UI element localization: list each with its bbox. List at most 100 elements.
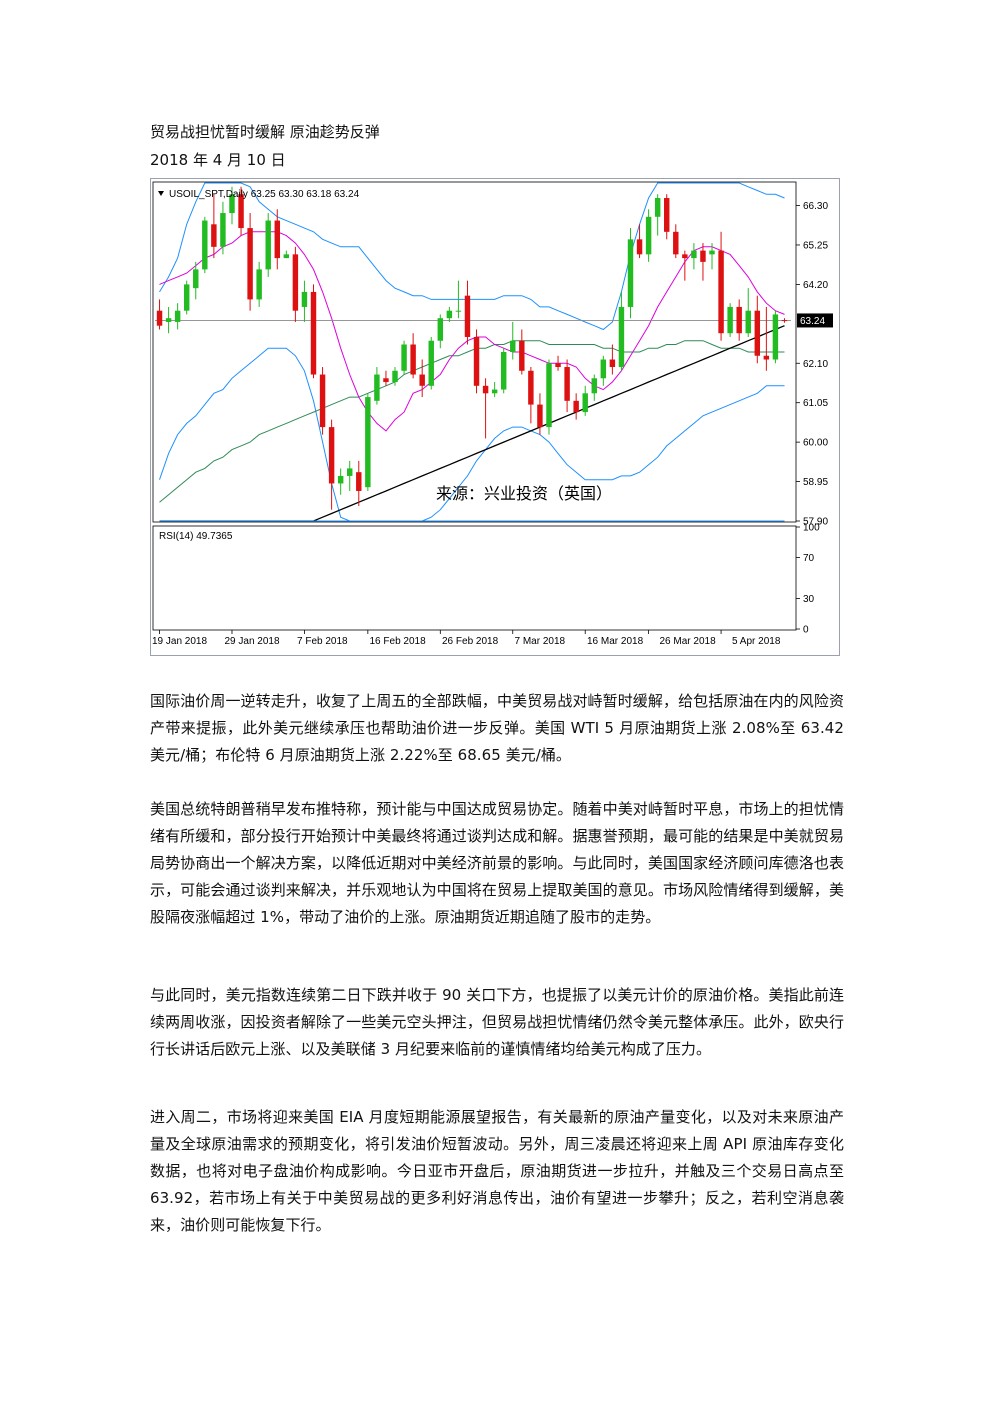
candle-body bbox=[727, 306, 733, 334]
date-tick-label: 19 Jan 2018 bbox=[152, 636, 207, 647]
date-tick-label: 29 Jan 2018 bbox=[225, 636, 280, 647]
candle-body bbox=[691, 250, 697, 259]
candle-body bbox=[682, 254, 688, 259]
price-tick-label: 58.95 bbox=[803, 477, 828, 488]
candle-body bbox=[745, 310, 751, 334]
candle-body bbox=[645, 216, 652, 255]
candle-body bbox=[700, 250, 706, 262]
candle-body bbox=[510, 340, 516, 352]
candle-body bbox=[537, 404, 543, 428]
date-tick-label: 26 Mar 2018 bbox=[660, 636, 717, 647]
date-tick-label: 16 Feb 2018 bbox=[370, 636, 427, 647]
chart-svg: 66.30 65.25 64.20 62.10 61.05 60.00 58.95 57.90… bbox=[152, 181, 833, 647]
price-tick-label: 64.20 bbox=[803, 280, 828, 291]
price-chart: 66.30 65.25 64.20 62.10 61.05 60.00 58.95 57.90… bbox=[150, 178, 840, 656]
date-tick-label: 5 Apr 2018 bbox=[732, 636, 781, 647]
candle-body bbox=[183, 284, 190, 311]
date-tick-label: 7 Feb 2018 bbox=[297, 636, 348, 647]
candle-body bbox=[609, 359, 616, 368]
price-tick-label: 65.25 bbox=[803, 240, 828, 251]
current-price-badge bbox=[797, 313, 833, 328]
paragraph-3: 与此同时，美元指数连续第二日下跌并收于 90 关口下方，也提振了以美元计价的原油… bbox=[150, 986, 844, 1058]
candle-body bbox=[709, 250, 715, 255]
candle-body bbox=[455, 310, 462, 312]
candle-body bbox=[654, 198, 661, 217]
candle-body bbox=[546, 363, 552, 428]
candle-body bbox=[347, 468, 353, 476]
candle-body bbox=[383, 378, 389, 383]
candle-body bbox=[754, 310, 761, 356]
candle-body bbox=[356, 472, 362, 491]
rsi-tick-label: 30 bbox=[803, 594, 815, 605]
candle-body bbox=[428, 340, 434, 386]
candle-body bbox=[500, 352, 507, 390]
candle-body bbox=[238, 194, 244, 229]
candle-body bbox=[365, 397, 371, 488]
ma-short-line bbox=[159, 231, 785, 432]
candle-body bbox=[772, 314, 779, 360]
candle-body bbox=[718, 250, 724, 334]
candle-body bbox=[664, 198, 670, 232]
price-tick-label: 66.30 bbox=[803, 201, 828, 212]
candle-body bbox=[636, 239, 643, 255]
candle-body bbox=[781, 320, 788, 322]
price-tick-label: 61.05 bbox=[803, 398, 828, 409]
candle-body bbox=[202, 220, 208, 270]
candle-body bbox=[519, 340, 525, 371]
candle-body bbox=[591, 378, 597, 394]
candle-body bbox=[464, 295, 471, 337]
candle-body bbox=[374, 374, 380, 401]
candle-body bbox=[673, 231, 679, 255]
candle-body bbox=[564, 367, 570, 401]
ma-mid-line bbox=[159, 340, 785, 503]
paragraph-1: 国际油价周一逆转走升，收复了上周五的全部跌幅，中美贸易战对峙暂时缓解，给包括原油… bbox=[150, 692, 844, 764]
candle-body bbox=[274, 220, 280, 259]
candle-body bbox=[256, 269, 262, 300]
candle-body bbox=[446, 310, 453, 319]
rsi-tick-label: 0 bbox=[803, 625, 809, 636]
candle-body bbox=[627, 239, 634, 307]
candle-body bbox=[283, 254, 290, 259]
price-tick-label: 62.10 bbox=[803, 359, 828, 370]
current-price-label: 63.24 bbox=[800, 316, 825, 327]
rsi-tick-label: 100 bbox=[803, 523, 820, 534]
candle-body bbox=[582, 393, 588, 413]
candle-body bbox=[165, 318, 172, 322]
article-title: 贸易战担忧暂时缓解 原油趁势反弹 bbox=[150, 123, 380, 141]
candle-body bbox=[600, 359, 607, 379]
candle-body bbox=[473, 336, 480, 386]
candle-body bbox=[528, 370, 534, 405]
date-tick-label: 16 Mar 2018 bbox=[587, 636, 644, 647]
rsi-panel bbox=[152, 525, 797, 631]
rsi-header: RSI(14) 49.7365 bbox=[159, 531, 233, 542]
date-tick-label: 26 Feb 2018 bbox=[442, 636, 499, 647]
paragraph-2: 美国总统特朗普稍早发布推特称，预计能与中国达成贸易协定。随着中美对峙暂时平息，市… bbox=[150, 800, 844, 926]
candle-body bbox=[193, 269, 199, 289]
chevron-down-icon[interactable] bbox=[158, 191, 164, 196]
date-tick-label: 7 Mar 2018 bbox=[515, 636, 566, 647]
bollinger-lower-line bbox=[159, 347, 785, 522]
candle-body bbox=[319, 374, 326, 428]
paragraph-4: 进入周二，市场将迎来美国 EIA 月度短期能源展望报告，有关最新的原油产量变化，… bbox=[150, 1108, 844, 1234]
candle-body bbox=[555, 363, 561, 368]
bollinger-upper-line bbox=[159, 182, 785, 331]
candle-body bbox=[337, 475, 344, 484]
candle-body bbox=[419, 374, 425, 386]
candle-body bbox=[247, 228, 253, 300]
candle-body bbox=[156, 310, 163, 326]
candle-body bbox=[401, 344, 407, 371]
candle-body bbox=[736, 306, 742, 334]
chart-header: USOIL_SPT,Daily 63.25 63.30 63.18 63.24 bbox=[169, 189, 360, 200]
price-tick-label: 57.90 bbox=[803, 517, 828, 528]
candle-body bbox=[265, 220, 271, 270]
candle-body bbox=[763, 355, 770, 360]
candle-body bbox=[301, 291, 308, 307]
price-tick-label: 60.00 bbox=[803, 438, 828, 449]
candle-body bbox=[211, 224, 217, 247]
candle-body bbox=[410, 344, 416, 375]
candle-body bbox=[328, 427, 335, 484]
candle-body bbox=[392, 370, 398, 383]
candle-body bbox=[437, 318, 444, 341]
candle-body bbox=[573, 400, 579, 413]
candle-body bbox=[174, 310, 181, 322]
